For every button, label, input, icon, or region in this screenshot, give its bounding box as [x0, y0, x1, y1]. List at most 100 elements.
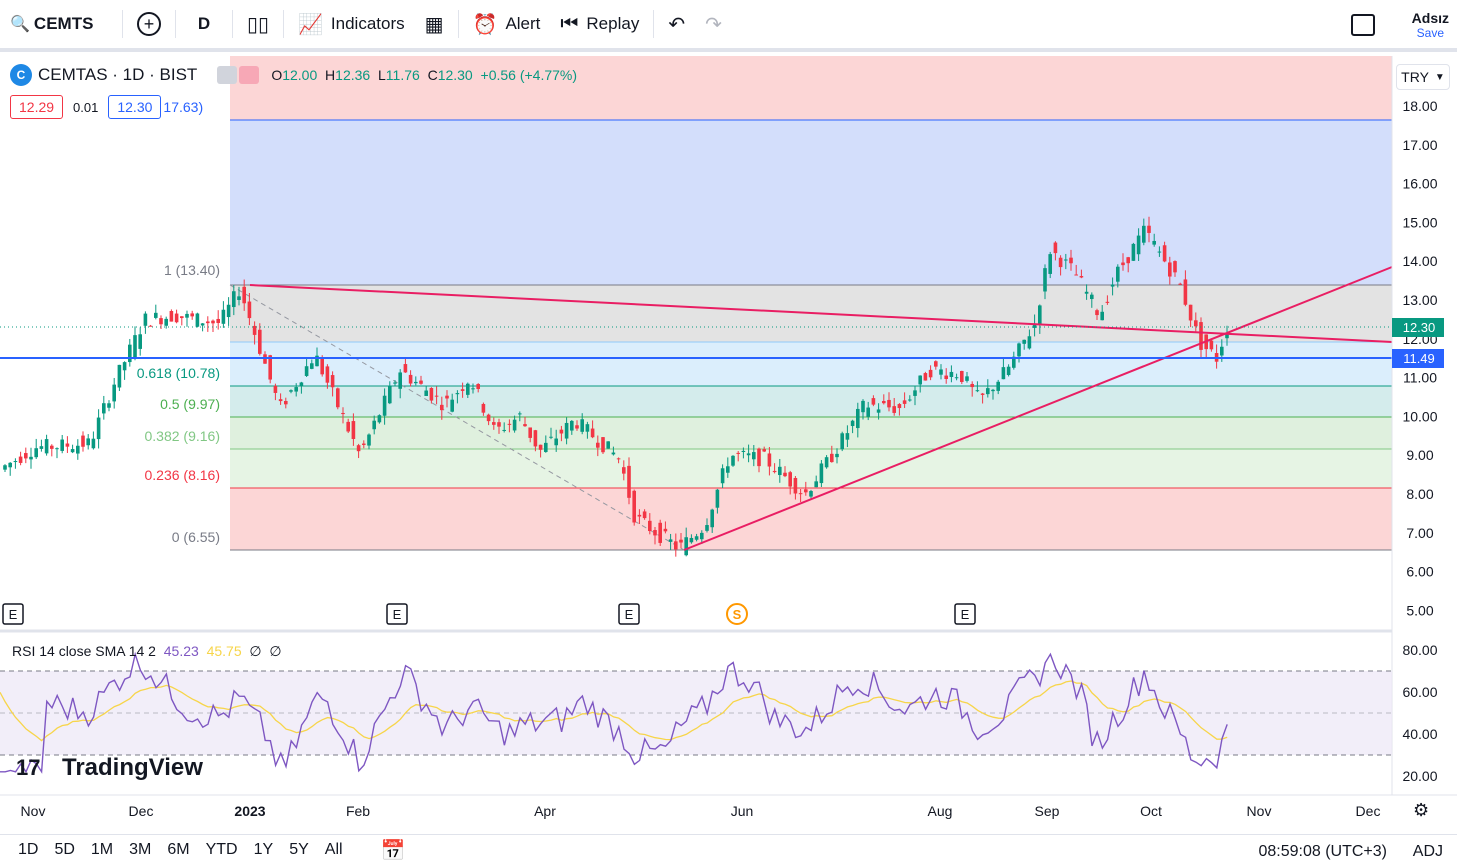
candle-body	[216, 318, 220, 324]
compare-button[interactable]: +	[127, 4, 171, 44]
symbol-title[interactable]: CEMTAS · 1D · BIST	[38, 65, 198, 84]
downtrend-line[interactable]	[249, 284, 1393, 343]
rsi-tick: 60.00	[1402, 684, 1437, 700]
fib-label: 0.5 (9.97)	[160, 396, 220, 412]
adj-button[interactable]: ADJ	[1412, 843, 1443, 860]
range-button-6m[interactable]: 6M	[167, 841, 190, 858]
candle-body	[559, 429, 564, 434]
candle-body	[996, 381, 1000, 391]
candle-body	[507, 423, 512, 425]
candle-body	[772, 470, 777, 473]
range-button-1m[interactable]: 1M	[90, 841, 114, 858]
bottom-bar: 1D 5D 1M 3M 6M YTD 1Y 5Y All 📅 08:59:08 (UTC+3) …	[0, 834, 1457, 865]
candle-body	[918, 375, 922, 385]
redo-button[interactable]: ↷	[695, 4, 732, 44]
range-button-1d[interactable]: 1D	[18, 841, 39, 858]
earnings-event-icon[interactable]	[386, 603, 408, 625]
candle-body	[55, 448, 59, 450]
price-chart[interactable]: 1 (13.40) 0.618 (10.78) 0.5 (9.97) 0.382 (9…	[0, 56, 1457, 834]
range-button-all[interactable]: All	[324, 841, 343, 858]
candle-body	[242, 286, 246, 304]
interval-button[interactable]: D	[180, 4, 228, 44]
earnings-event-icon[interactable]	[618, 603, 640, 625]
time-axis[interactable]: Nov Dec 2023 Feb Apr Jun Aug Sep Oct Nov Dec	[21, 803, 1381, 819]
last-price-tag-bg	[1392, 318, 1444, 337]
sell-price[interactable]: 12.29	[10, 95, 64, 119]
candle-body	[341, 412, 345, 415]
candle-body	[1168, 262, 1172, 277]
candle-body	[1001, 367, 1006, 380]
candle-body	[1225, 333, 1229, 339]
undo-button[interactable]: ↶	[658, 4, 695, 44]
candle-body	[1027, 336, 1032, 349]
candle-body	[538, 444, 543, 450]
candle-body	[549, 436, 553, 438]
candle-body	[330, 375, 335, 388]
range-button-ytd[interactable]: YTD	[205, 841, 238, 858]
clock[interactable]: 08:59:08 (UTC+3)	[1258, 843, 1387, 860]
candle-body	[908, 399, 912, 401]
candle-body	[1110, 284, 1115, 287]
earnings-event-icon[interactable]	[2, 603, 24, 625]
symbol-search-button[interactable]: 🔍 CEMTS	[0, 4, 118, 44]
settings-icon[interactable]: ⚙	[1413, 800, 1430, 820]
candle-body	[720, 468, 725, 484]
save-button[interactable]: Adsız Save	[1412, 10, 1449, 40]
candle-body	[887, 399, 891, 408]
candle-body	[814, 481, 818, 488]
split-event-icon[interactable]	[726, 603, 748, 625]
fib-label: 0.618 (10.78)	[137, 365, 220, 381]
candle-body	[944, 375, 948, 379]
layout-button[interactable]	[1351, 14, 1375, 36]
currency-label: TRY	[1401, 69, 1429, 85]
hide-legend-icon[interactable]	[217, 66, 238, 84]
alert-button[interactable]: ⏰ Alert	[463, 4, 551, 44]
candle-body	[590, 428, 595, 438]
calendar-icon[interactable]: 📅	[380, 839, 406, 862]
chart-type-button[interactable]: ▯▯	[237, 4, 279, 44]
rsi-val3: ∅	[249, 643, 262, 659]
replay-button[interactable]: ⏮ Replay	[550, 4, 649, 44]
candle-body	[939, 369, 943, 375]
templates-button[interactable]: ▦	[415, 4, 454, 44]
candle-body	[783, 472, 787, 477]
currency-select[interactable]: TRY ▼	[1396, 64, 1450, 90]
brand-logo[interactable]: TradingView	[62, 754, 203, 781]
indicators-icon: 📈	[298, 13, 323, 36]
earnings-event-icon[interactable]	[954, 603, 976, 625]
candle-body	[648, 520, 652, 532]
candle-body	[200, 323, 205, 326]
candle-body	[934, 361, 938, 367]
uptrend-line[interactable]	[683, 266, 1393, 551]
candle-body	[3, 465, 7, 470]
candle-body	[819, 463, 824, 484]
candle-body	[180, 316, 184, 319]
candle-body	[190, 313, 194, 317]
candle-body	[351, 421, 356, 440]
range-button-1y[interactable]: 1Y	[253, 841, 274, 858]
event-label: E	[9, 607, 18, 622]
range-button-3m[interactable]: 3M	[129, 841, 152, 858]
candle-body	[24, 453, 28, 459]
wave-icon[interactable]	[239, 66, 260, 84]
range-button-5d[interactable]: 5D	[54, 841, 75, 858]
candle-body	[434, 395, 439, 397]
candle-body	[1069, 257, 1073, 264]
range-button-5y[interactable]: 5Y	[289, 841, 309, 858]
buy-price[interactable]: 12.30	[108, 95, 162, 119]
candle-body	[991, 389, 995, 392]
brand-logo-icon: 17	[16, 755, 40, 780]
price-tick: 7.00	[1406, 525, 1433, 541]
indicators-button[interactable]: 📈 Indicators	[288, 4, 415, 44]
rsi-title[interactable]: RSI 14 close SMA 14 2	[12, 643, 156, 659]
layout-name: Adsız	[1411, 10, 1449, 26]
candle-body	[481, 403, 486, 413]
candle-body	[310, 363, 314, 369]
price-tick: 8.00	[1406, 486, 1433, 502]
candle-body	[627, 465, 631, 498]
candle-body	[986, 388, 990, 395]
fib-zone-lightgreen	[230, 449, 1392, 488]
price-axis[interactable]: 18.0017.0016.0015.0014.0013.0012.0011.00…	[1402, 98, 1437, 618]
candle-body	[601, 437, 605, 453]
